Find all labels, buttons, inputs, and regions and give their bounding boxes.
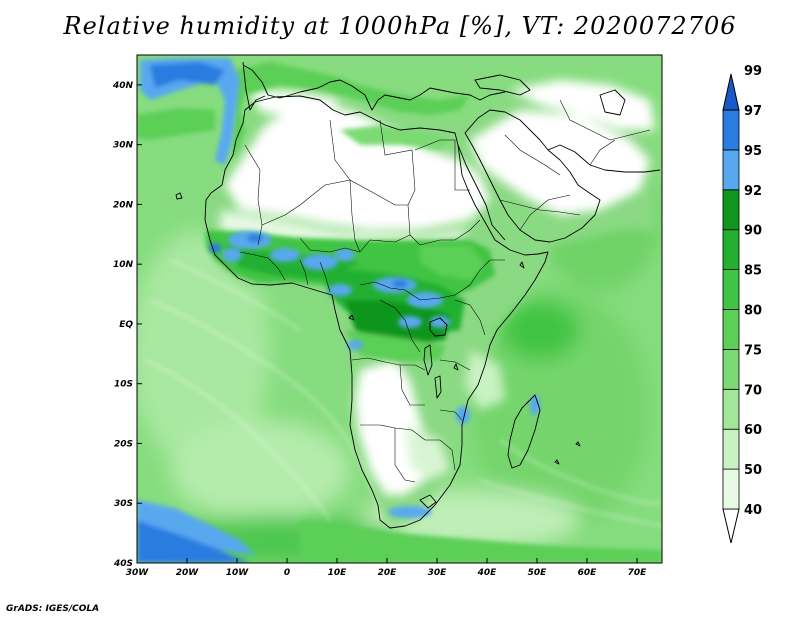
lat-tick-label: 30N <box>113 141 134 151</box>
lat-tick-label: 10S <box>114 380 133 390</box>
colorbar-level-label: 60 <box>744 423 762 438</box>
latitude-axis: 40N 30N 20N 10N EQ 10S 20S 30S 40S <box>112 81 142 569</box>
coastlines <box>175 61 661 529</box>
colorbar-swatch <box>722 348 740 390</box>
lon-tick-label: 20W <box>176 568 200 578</box>
lon-tick-label: 10W <box>226 568 250 578</box>
map-title: Relative humidity at 1000hPa [%], VT: 20… <box>63 12 737 40</box>
colorbar-swatch <box>722 468 740 510</box>
colorbar-level-label: 40 <box>744 503 762 518</box>
colorbar-swatch <box>722 388 740 430</box>
lon-tick-label: 70E <box>628 568 648 578</box>
lat-tick-label: 40S <box>113 559 133 569</box>
colorbar-level-label: 70 <box>744 383 762 398</box>
colorbar-swatch <box>722 269 740 310</box>
colorbar-lower-triangle <box>722 508 740 544</box>
colorbar-level-label: 92 <box>744 184 762 199</box>
lon-tick-label: 40E <box>477 568 498 578</box>
lon-tick-label: 0 <box>284 568 290 578</box>
lat-tick-label: 10N <box>113 260 134 270</box>
country-borders <box>239 99 651 483</box>
colorbar-swatch <box>722 109 740 151</box>
colorbar-level-label: 80 <box>744 304 762 319</box>
colorbar-level-label: 99 <box>744 64 762 79</box>
lat-tick-label: 20S <box>114 439 133 449</box>
humidity-field <box>137 55 662 563</box>
colorbar-level-label: 95 <box>744 144 762 159</box>
colorbar: 40 50 60 70 75 80 85 90 92 95 97 99 <box>722 64 762 544</box>
colorbar-level-label: 90 <box>744 224 762 239</box>
lon-tick-label: 30E <box>428 568 448 578</box>
lat-tick-label: 30S <box>114 499 133 509</box>
colorbar-swatch <box>722 149 740 191</box>
lat-tick-label: EQ <box>119 320 133 330</box>
colorbar-level-label: 50 <box>744 463 762 478</box>
credit-label: GrADS: IGES/COLA <box>6 604 100 614</box>
colorbar-level-label: 97 <box>744 104 762 119</box>
colorbar-swatch <box>722 428 740 470</box>
longitude-axis: 30W 20W 10W 0 10E 20E 30E 40E 50E 60E 70E <box>126 558 647 578</box>
colorbar-level-label: 75 <box>744 343 762 358</box>
colorbar-swatch <box>722 309 740 350</box>
plot-frame <box>136 54 663 564</box>
lon-tick-label: 60E <box>578 568 598 578</box>
colorbar-swatch <box>722 229 740 270</box>
lat-tick-label: 20N <box>113 200 134 210</box>
lon-tick-label: 50E <box>528 568 548 578</box>
lon-tick-label: 20E <box>378 568 398 578</box>
lon-tick-label: 10E <box>328 568 348 578</box>
colorbar-level-label: 85 <box>744 264 762 279</box>
colorbar-upper-triangle <box>722 73 740 111</box>
colorbar-swatch <box>722 189 740 231</box>
lon-tick-label: 30W <box>126 568 150 578</box>
lat-tick-label: 40N <box>112 81 134 91</box>
